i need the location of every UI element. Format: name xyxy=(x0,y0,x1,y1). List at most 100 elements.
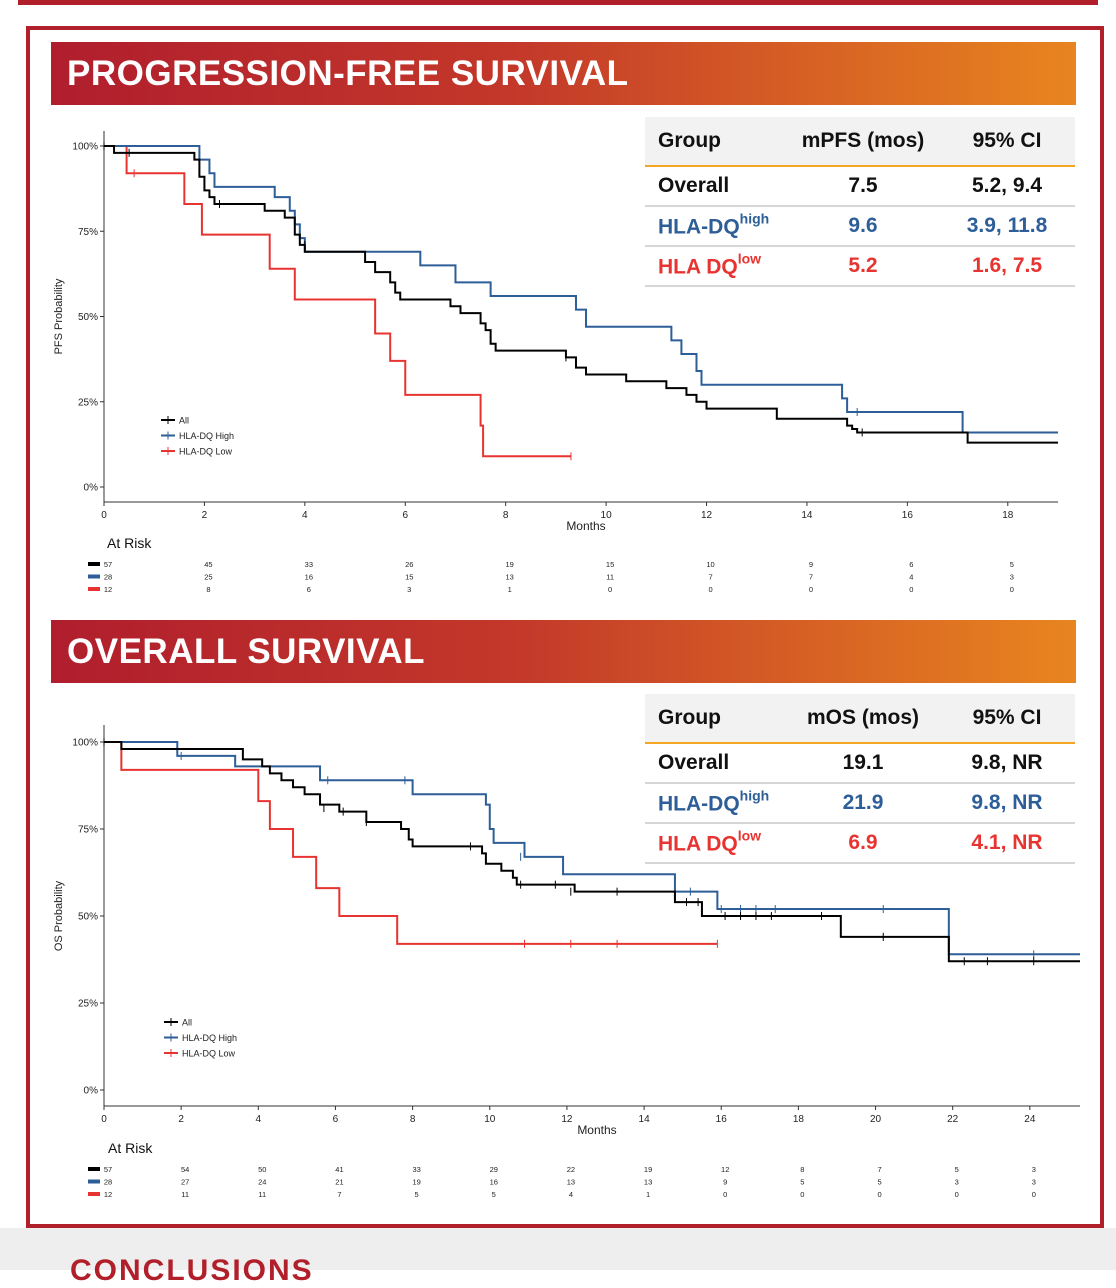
x-tick-label: 0 xyxy=(101,1114,107,1125)
legend-label: All xyxy=(182,1018,192,1028)
group-name: HLA DQlow xyxy=(658,250,762,279)
at-risk-count: 28 xyxy=(104,1178,112,1187)
at-risk-count: 12 xyxy=(721,1165,729,1174)
at-risk-count: 4 xyxy=(569,1190,573,1199)
at-risk-count: 15 xyxy=(606,560,614,569)
y-tick-label: 75% xyxy=(78,825,98,836)
at-risk-count: 0 xyxy=(955,1190,959,1199)
at-risk-count: 1 xyxy=(508,585,512,594)
at-risk-count: 22 xyxy=(567,1165,575,1174)
at-risk-swatch xyxy=(88,587,100,591)
at-risk-count: 26 xyxy=(405,560,413,569)
x-axis-title: Months xyxy=(566,519,605,533)
pfs-median-table: Group mPFS (mos) 95% CI Overall 7.5 5.2, 9.4 H… xyxy=(645,117,1075,287)
os-banner: OVERALL SURVIVAL xyxy=(51,620,1076,683)
x-tick-label: 0 xyxy=(101,510,107,521)
at-risk-count: 7 xyxy=(877,1165,881,1174)
at-risk-count: 5 xyxy=(1010,560,1014,569)
at-risk-count: 3 xyxy=(1010,573,1014,582)
at-risk-count: 8 xyxy=(800,1165,804,1174)
x-tick-label: 22 xyxy=(947,1114,959,1125)
at-risk-count: 21 xyxy=(335,1178,343,1187)
x-tick-label: 10 xyxy=(601,510,613,521)
x-tick-label: 12 xyxy=(701,510,713,521)
at-risk-count: 0 xyxy=(877,1190,881,1199)
at-risk-count: 9 xyxy=(723,1178,727,1187)
at-risk-count: 19 xyxy=(644,1165,652,1174)
y-tick-label: 100% xyxy=(72,142,98,153)
group-name: HLA-DQhigh xyxy=(658,787,770,816)
at-risk-count: 0 xyxy=(800,1190,804,1199)
os-table-row: HLA-DQhigh 21.9 9.8, NR xyxy=(645,784,1075,824)
x-tick-label: 16 xyxy=(902,510,914,521)
top-accent-line xyxy=(18,0,1098,5)
at-risk-count: 0 xyxy=(909,585,913,594)
at-risk-count: 12 xyxy=(104,585,112,594)
at-risk-count: 24 xyxy=(258,1178,266,1187)
at-risk-count: 11 xyxy=(258,1190,266,1199)
at-risk-count: 3 xyxy=(1032,1165,1036,1174)
x-tick-label: 14 xyxy=(801,510,813,521)
km-curve-hla-dq-low xyxy=(104,145,571,458)
x-tick-label: 4 xyxy=(302,510,308,521)
y-tick-label: 50% xyxy=(78,912,98,923)
km-curve-hla-dq-low xyxy=(104,741,718,945)
os-table-row: HLA DQlow 6.9 4.1, NR xyxy=(645,824,1075,864)
at-risk-count: 13 xyxy=(506,573,514,582)
at-risk-count: 15 xyxy=(405,573,413,582)
at-risk-count: 16 xyxy=(490,1178,498,1187)
at-risk-count: 0 xyxy=(809,585,813,594)
header-group: Group xyxy=(658,129,721,152)
x-tick-label: 14 xyxy=(639,1114,651,1125)
at-risk-swatch xyxy=(88,1192,100,1196)
y-tick-label: 0% xyxy=(84,1086,99,1097)
pfs-banner: PROGRESSION-FREE SURVIVAL xyxy=(51,42,1076,105)
at-risk-count: 3 xyxy=(407,585,411,594)
at-risk-count: 0 xyxy=(608,585,612,594)
at-risk-count: 8 xyxy=(206,585,210,594)
km-curve-all xyxy=(104,145,1058,444)
at-risk-count: 3 xyxy=(955,1178,959,1187)
at-risk-count: 25 xyxy=(204,573,212,582)
x-axis-title: Months xyxy=(577,1123,616,1137)
x-tick-label: 4 xyxy=(256,1114,262,1125)
y-tick-label: 25% xyxy=(78,999,98,1010)
at-risk-count: 28 xyxy=(104,573,112,582)
legend-label: HLA-DQ Low xyxy=(179,447,233,457)
at-risk-count: 9 xyxy=(809,560,813,569)
at-risk-count: 4 xyxy=(909,573,913,582)
km-curve-all xyxy=(104,741,1080,963)
at-risk-count: 41 xyxy=(335,1165,343,1174)
at-risk-count: 10 xyxy=(706,560,714,569)
pfs-table-header: Group mPFS (mos) 95% CI xyxy=(645,117,1075,167)
group-name: HLA-DQhigh xyxy=(658,210,770,239)
at-risk-count: 29 xyxy=(490,1165,498,1174)
x-tick-label: 2 xyxy=(202,510,208,521)
x-tick-label: 24 xyxy=(1024,1114,1036,1125)
x-tick-label: 18 xyxy=(793,1114,805,1125)
y-axis-title: PFS Probability xyxy=(53,278,65,354)
at-risk-count: 13 xyxy=(644,1178,652,1187)
header-group: Group xyxy=(658,706,721,729)
at-risk-swatch xyxy=(88,574,100,579)
y-tick-label: 75% xyxy=(78,227,98,238)
at-risk-count: 33 xyxy=(412,1165,420,1174)
legend-label: HLA-DQ Low xyxy=(182,1049,236,1059)
os-table-header: Group mOS (mos) 95% CI xyxy=(645,694,1075,744)
at-risk-count: 5 xyxy=(955,1165,959,1174)
pfs-table-row: Overall 7.5 5.2, 9.4 xyxy=(645,167,1075,207)
at-risk-count: 5 xyxy=(492,1190,496,1199)
group-name: Overall xyxy=(658,751,730,774)
at-risk-count: 0 xyxy=(1032,1190,1036,1199)
pfs-table-row: HLA DQlow 5.2 1.6, 7.5 xyxy=(645,247,1075,287)
at-risk-count: 45 xyxy=(204,560,212,569)
x-tick-label: 6 xyxy=(402,510,408,521)
x-tick-label: 18 xyxy=(1002,510,1014,521)
at-risk-count: 11 xyxy=(606,573,614,582)
at-risk-count: 19 xyxy=(506,560,514,569)
km-curve-hla-dq-high xyxy=(104,741,1080,956)
y-axis-title: OS Probability xyxy=(53,880,65,951)
os-chart: 0%25%50%75%100%0 2 4 6 8 10 12 14 16 18 20 22 24Mont… xyxy=(53,725,1080,1199)
x-tick-label: 20 xyxy=(870,1114,882,1125)
legend-label: HLA-DQ High xyxy=(179,431,234,441)
